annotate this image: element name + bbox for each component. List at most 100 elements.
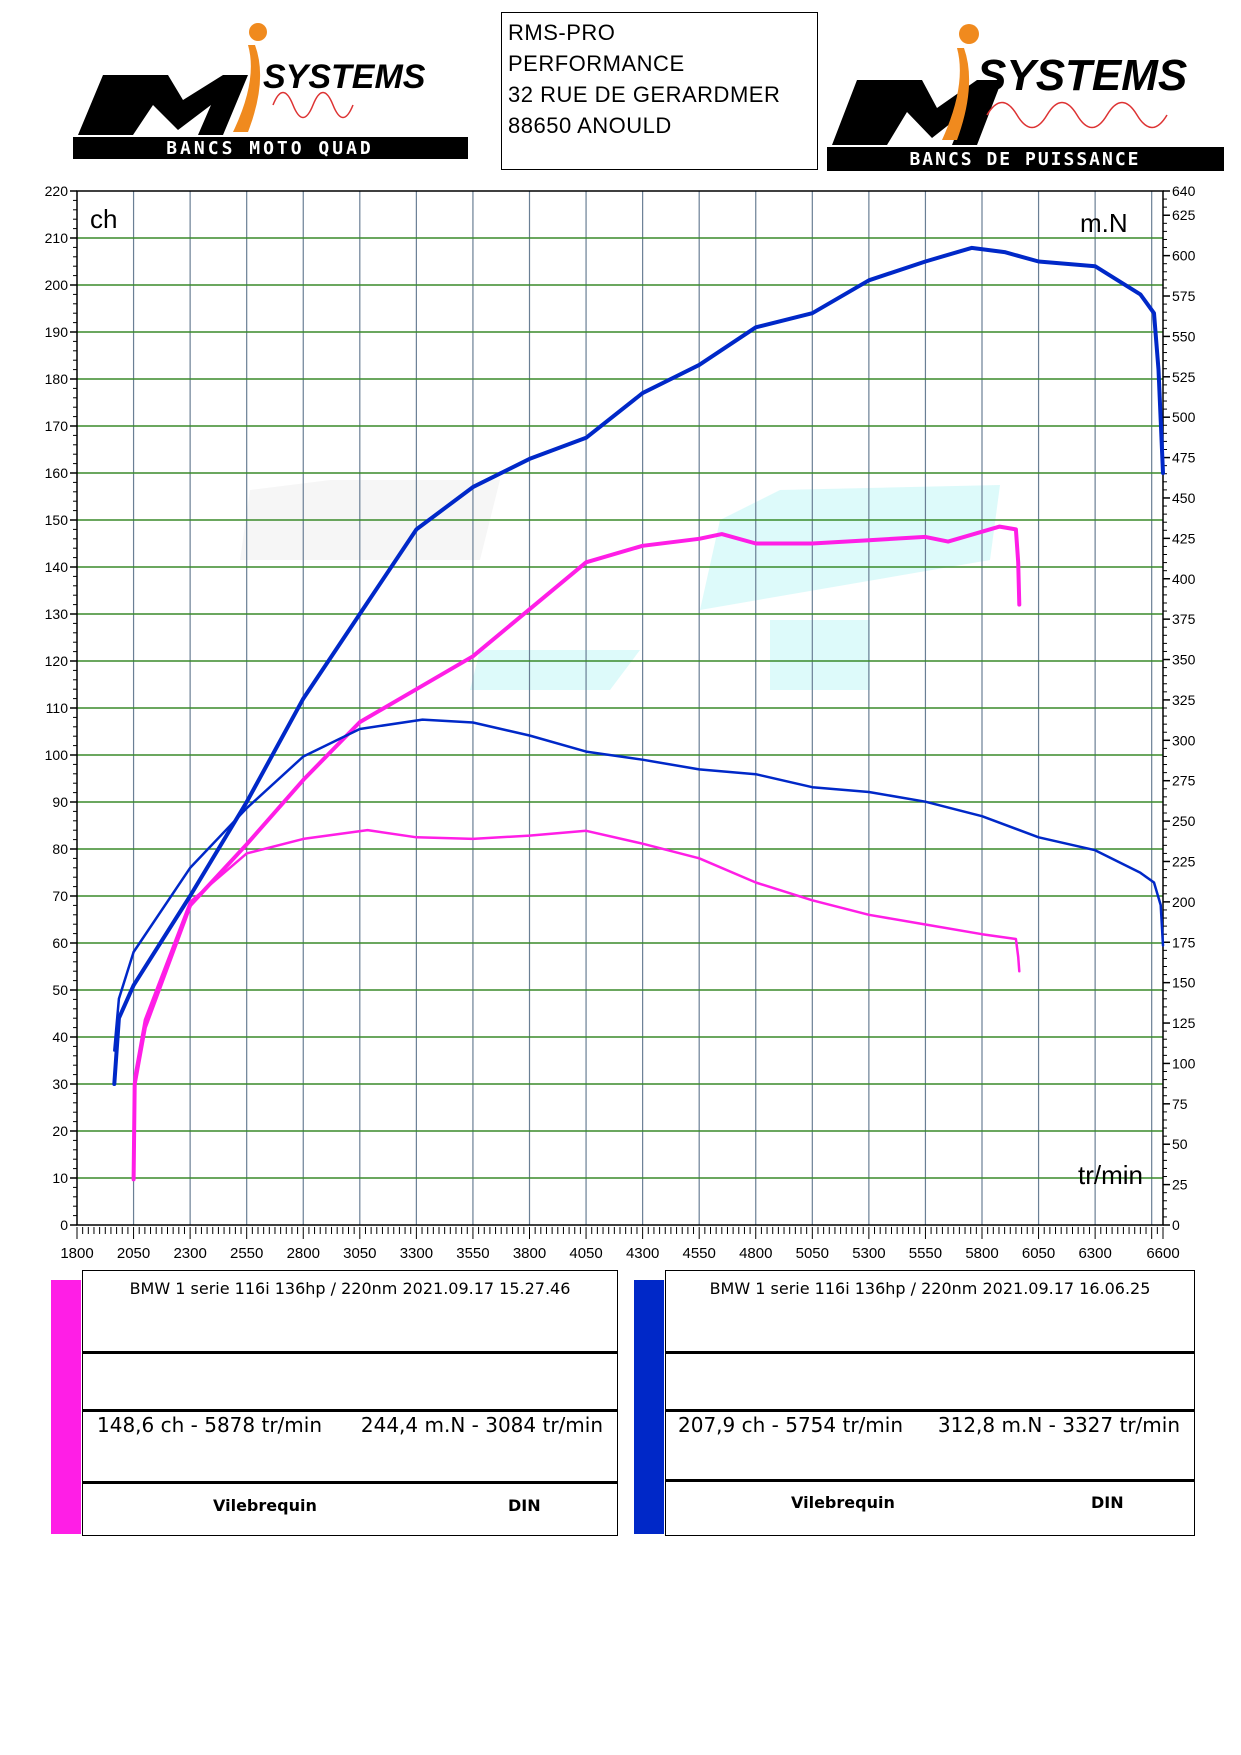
x-tick-label: 2550 — [230, 1245, 263, 1260]
y-left-tick-label: 190 — [45, 324, 69, 340]
left-logo: SYSTEMS BANCS MOTO QUAD — [73, 23, 468, 159]
y-right-tick-label: 640 — [1172, 183, 1196, 199]
y-right-tick-label: 425 — [1172, 530, 1196, 546]
max-torque: 244,4 m.N - 3084 tr/min — [360, 1413, 603, 1437]
run1-power-curve — [131, 524, 1022, 1182]
x-tick-label: 3800 — [513, 1245, 546, 1260]
y-right-tick-label: 275 — [1172, 773, 1196, 789]
y-left-tick-label: 40 — [52, 1029, 68, 1045]
x-tick-label: 1800 — [60, 1245, 93, 1260]
y-right-tick-label: 175 — [1172, 934, 1196, 950]
run-1-info-box: BMW 1 serie 116i 136hp / 220nm 2021.09.1… — [82, 1270, 618, 1536]
x-tick-label: 2050 — [117, 1245, 150, 1260]
y-right-tick-label: 375 — [1172, 611, 1196, 627]
y-right-tick-label: 625 — [1172, 207, 1196, 223]
y-right-tick-label: 125 — [1172, 1015, 1196, 1031]
x-tick-label: 4800 — [739, 1245, 772, 1260]
x-tick-label: 3550 — [456, 1245, 489, 1260]
x-tick-label: 4550 — [683, 1245, 716, 1260]
y-right-tick-label: 200 — [1172, 894, 1196, 910]
y-right-tick-label: 25 — [1172, 1177, 1188, 1193]
y-left-tick-label: 70 — [52, 888, 68, 904]
svg-text:SYSTEMS: SYSTEMS — [263, 58, 426, 96]
x-tick-label: 3050 — [343, 1245, 376, 1260]
y-right-tick-label: 250 — [1172, 813, 1196, 829]
max-torque: 312,8 m.N - 3327 tr/min — [937, 1413, 1180, 1437]
x-tick-label: 5300 — [852, 1245, 885, 1260]
y-right-tick-label: 325 — [1172, 692, 1196, 708]
measure-mode: Vilebrequin — [213, 1496, 317, 1515]
run-2-color-swatch — [634, 1280, 664, 1534]
y-right-tick-label: 575 — [1172, 288, 1196, 304]
right-logo: SYSTEMS BANCS DE PUISSANCE — [827, 24, 1224, 171]
y-left-tick-label: 60 — [52, 935, 68, 951]
run-1-color-swatch — [51, 1280, 81, 1534]
y-left-tick-label: 10 — [52, 1170, 68, 1186]
x-tick-label: 6050 — [1022, 1245, 1055, 1260]
divider — [83, 1351, 617, 1354]
x-tick-label: 3300 — [400, 1245, 433, 1260]
y-left-tick-label: 130 — [45, 606, 69, 622]
divider — [83, 1481, 617, 1484]
y-right-tick-label: 350 — [1172, 652, 1196, 668]
y-left-tick-label: 30 — [52, 1076, 68, 1092]
y-right-tick-label: 475 — [1172, 450, 1196, 466]
svg-text:SYSTEMS: SYSTEMS — [977, 51, 1187, 100]
norm: DIN — [1091, 1493, 1124, 1512]
y-left-tick-label: 150 — [45, 512, 69, 528]
legend-run-1: BMW 1 serie 116i 136hp / 220nm 2021.09.1… — [51, 1270, 618, 1536]
y-left-tick-label: 80 — [52, 841, 68, 857]
x-tick-label: 5800 — [965, 1245, 998, 1260]
y-left-tick-label: 210 — [45, 230, 69, 246]
y-left-tick-label: 170 — [45, 418, 69, 434]
y-left-tick-label: 90 — [52, 794, 68, 810]
dyno-chart: 0102030405060708090100110120130140150160… — [45, 183, 1196, 1260]
max-power: 207,9 ch - 5754 tr/min — [678, 1413, 903, 1437]
run-title: BMW 1 serie 116i 136hp / 220nm 2021.09.1… — [709, 1279, 1151, 1298]
divider — [666, 1351, 1194, 1354]
y-left-tick-label: 100 — [45, 747, 69, 763]
legend-run-2: BMW 1 serie 116i 136hp / 220nm 2021.09.1… — [634, 1270, 1195, 1536]
run2-torque-curve — [113, 718, 1165, 1052]
measure-mode: Vilebrequin — [791, 1493, 895, 1512]
y-right-tick-label: 150 — [1172, 975, 1196, 991]
address-line: 32 RUE DE GERARDMER — [508, 82, 781, 107]
x-tick-label: 6600 — [1146, 1245, 1179, 1260]
x-tick-label: 5550 — [909, 1245, 942, 1260]
run1-torque-curve — [132, 828, 1021, 1182]
max-power: 148,6 ch - 5878 tr/min — [97, 1413, 322, 1437]
y-left-tick-label: 20 — [52, 1123, 68, 1139]
x-tick-label: 5050 — [796, 1245, 829, 1260]
y-right-tick-label: 50 — [1172, 1136, 1188, 1152]
norm: DIN — [508, 1496, 541, 1515]
y-right-tick-label: 500 — [1172, 409, 1196, 425]
x-tick-label: 2800 — [287, 1245, 320, 1260]
y-left-tick-label: 220 — [45, 183, 69, 199]
run-2-info-box: BMW 1 serie 116i 136hp / 220nm 2021.09.1… — [665, 1270, 1195, 1536]
address-line: PERFORMANCE — [508, 51, 685, 76]
y-right-label: m.N — [1080, 208, 1128, 238]
y-right-tick-label: 300 — [1172, 732, 1196, 748]
y-right-tick-label: 550 — [1172, 328, 1196, 344]
y-right-tick-label: 400 — [1172, 571, 1196, 587]
y-left-tick-label: 200 — [45, 277, 69, 293]
y-left-tick-label: 120 — [45, 653, 69, 669]
divider — [83, 1409, 617, 1412]
x-tick-label: 4300 — [626, 1245, 659, 1260]
address-line: 88650 ANOULD — [508, 113, 672, 138]
x-axis-label: tr/min — [1078, 1160, 1143, 1190]
svg-text:BANCS DE PUISSANCE: BANCS DE PUISSANCE — [909, 149, 1140, 170]
divider — [666, 1409, 1194, 1412]
address-line: RMS-PRO — [508, 20, 616, 45]
x-tick-label: 6300 — [1078, 1245, 1111, 1260]
divider — [666, 1479, 1194, 1482]
y-right-tick-label: 525 — [1172, 369, 1196, 385]
watermark-logo — [240, 480, 1000, 690]
run2-power-curve — [112, 245, 1165, 1086]
y-right-tick-label: 0 — [1172, 1217, 1180, 1233]
x-tick-label: 2300 — [173, 1245, 206, 1260]
y-left-tick-label: 160 — [45, 465, 69, 481]
y-right-tick-label: 450 — [1172, 490, 1196, 506]
y-left-tick-label: 0 — [60, 1217, 68, 1233]
